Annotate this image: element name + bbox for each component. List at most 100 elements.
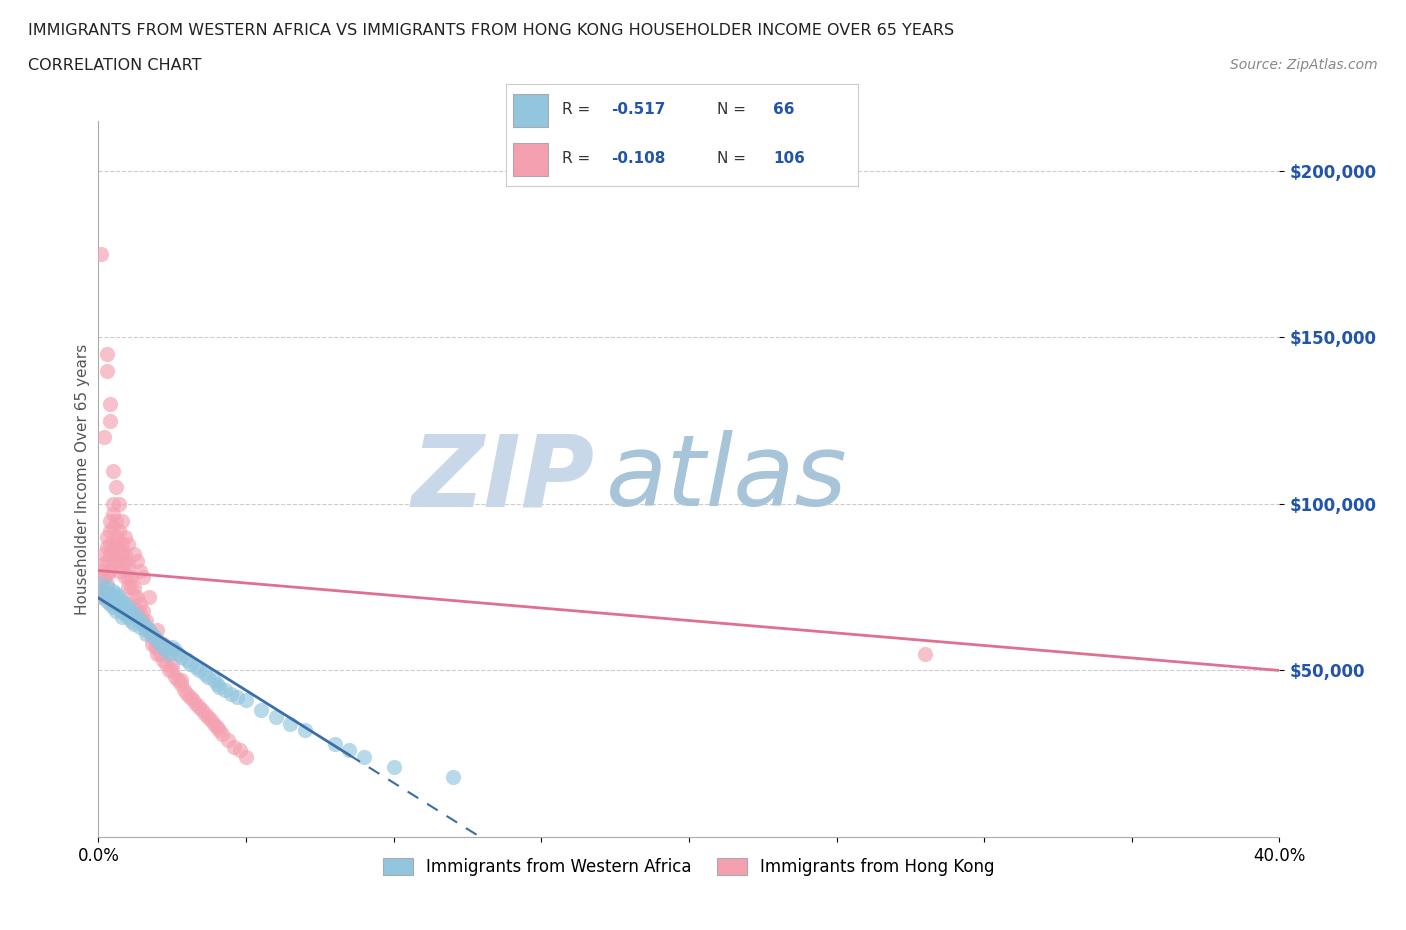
Text: CORRELATION CHART: CORRELATION CHART xyxy=(28,58,201,73)
Point xyxy=(105,603,128,618)
Point xyxy=(111,556,134,571)
Point xyxy=(194,706,217,721)
Point xyxy=(152,640,174,655)
Point xyxy=(280,716,302,731)
Point xyxy=(125,553,148,568)
Point xyxy=(382,760,405,775)
Point xyxy=(264,710,287,724)
Point xyxy=(117,556,139,571)
Point xyxy=(184,697,207,711)
Point xyxy=(122,579,145,594)
Point xyxy=(96,539,118,554)
Point xyxy=(98,596,121,611)
Point xyxy=(98,396,121,411)
Point xyxy=(90,579,112,594)
Point xyxy=(914,646,936,661)
Point xyxy=(170,676,193,691)
Point xyxy=(143,640,166,655)
Point xyxy=(103,520,125,535)
Point xyxy=(122,547,145,562)
Point xyxy=(170,673,193,688)
Point xyxy=(103,497,125,512)
Point xyxy=(173,683,195,698)
Point xyxy=(114,530,136,545)
Point xyxy=(179,657,201,671)
Point xyxy=(105,596,128,611)
Point xyxy=(111,513,134,528)
Point xyxy=(98,547,121,562)
Point xyxy=(96,579,118,594)
Point xyxy=(111,537,134,551)
Point xyxy=(96,347,118,362)
Point xyxy=(96,364,118,379)
Point xyxy=(103,600,125,615)
Text: R =: R = xyxy=(562,151,596,166)
Point xyxy=(165,643,187,658)
Text: ZIP: ZIP xyxy=(412,431,595,527)
Point xyxy=(135,623,157,638)
Point xyxy=(167,673,190,688)
Point xyxy=(135,627,157,642)
Point xyxy=(114,547,136,562)
Point xyxy=(114,556,136,571)
Point xyxy=(125,610,148,625)
Point xyxy=(224,739,246,754)
Point xyxy=(138,590,160,604)
Point xyxy=(294,723,316,737)
Point xyxy=(103,463,125,478)
Text: R =: R = xyxy=(562,101,596,117)
Point xyxy=(179,690,201,705)
Point xyxy=(146,646,169,661)
Point xyxy=(170,650,193,665)
Point xyxy=(108,600,131,615)
Point xyxy=(235,750,257,764)
Point xyxy=(202,716,225,731)
Point xyxy=(125,590,148,604)
Point xyxy=(103,547,125,562)
Point xyxy=(141,630,163,644)
Point xyxy=(90,577,112,591)
Point xyxy=(93,590,115,604)
Point xyxy=(103,556,125,571)
Text: Source: ZipAtlas.com: Source: ZipAtlas.com xyxy=(1230,58,1378,72)
Text: N =: N = xyxy=(717,101,751,117)
Point xyxy=(93,583,115,598)
Point xyxy=(187,699,209,714)
Point xyxy=(184,659,207,674)
Point xyxy=(98,563,121,578)
Point xyxy=(120,579,142,594)
Point xyxy=(117,600,139,615)
Point xyxy=(165,670,187,684)
Point xyxy=(128,613,150,628)
Point xyxy=(208,723,231,737)
Point xyxy=(176,653,198,668)
Point xyxy=(105,539,128,554)
Point xyxy=(90,246,112,261)
Point xyxy=(141,627,163,642)
Point xyxy=(176,686,198,701)
Text: -0.108: -0.108 xyxy=(612,151,666,166)
Point xyxy=(250,703,273,718)
Point xyxy=(229,743,252,758)
Point xyxy=(205,676,228,691)
Point xyxy=(120,603,142,618)
Point xyxy=(105,530,128,545)
Point xyxy=(211,726,233,741)
Point xyxy=(90,590,112,604)
Point xyxy=(108,497,131,512)
Point xyxy=(205,720,228,735)
Point xyxy=(111,603,134,618)
Point xyxy=(98,587,121,602)
Point xyxy=(96,553,118,568)
Point xyxy=(146,633,169,648)
Point xyxy=(235,693,257,708)
Point xyxy=(138,623,160,638)
Point xyxy=(105,553,128,568)
Point xyxy=(108,590,131,604)
Point xyxy=(167,646,190,661)
Point xyxy=(323,737,346,751)
Text: IMMIGRANTS FROM WESTERN AFRICA VS IMMIGRANTS FROM HONG KONG HOUSEHOLDER INCOME O: IMMIGRANTS FROM WESTERN AFRICA VS IMMIGR… xyxy=(28,23,955,38)
Point xyxy=(217,733,239,748)
Point xyxy=(93,583,115,598)
Bar xyxy=(513,143,548,176)
